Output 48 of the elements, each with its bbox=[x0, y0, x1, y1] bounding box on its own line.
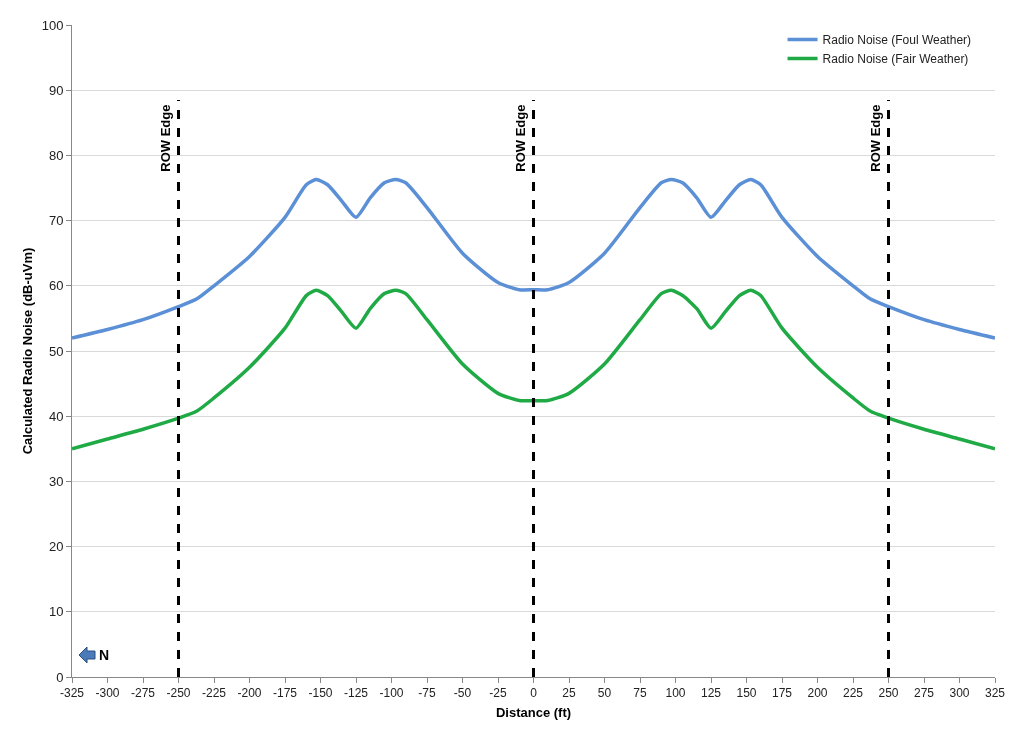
x-tick-label: -200 bbox=[237, 686, 262, 701]
y-tick-label: 30 bbox=[48, 473, 64, 489]
x-tick-label: 50 bbox=[597, 686, 612, 701]
x-axis-title: Distance (ft) bbox=[495, 705, 572, 720]
y-tick-label: 20 bbox=[48, 539, 64, 555]
ref-line-label: ROW Edge bbox=[158, 104, 174, 172]
y-tick-label: 60 bbox=[48, 278, 64, 294]
x-tick-label: 0 bbox=[530, 686, 538, 701]
line-series bbox=[72, 177, 995, 340]
x-tick-label: 325 bbox=[984, 686, 1006, 701]
x-tick-label: -75 bbox=[418, 686, 436, 701]
y-axis-title: Calculated Radio Noise (dB-uVm) bbox=[19, 247, 35, 455]
y-tick-label: 70 bbox=[48, 213, 64, 229]
x-tick-label: -300 bbox=[95, 686, 120, 701]
x-tick-label: 275 bbox=[913, 686, 935, 701]
x-tick-label: 200 bbox=[807, 686, 828, 701]
x-tick-label: -50 bbox=[453, 686, 472, 701]
x-tick-label: -225 bbox=[201, 686, 227, 701]
x-tick-label: -125 bbox=[343, 686, 369, 701]
y-tick-label: 10 bbox=[48, 604, 64, 620]
y-tick-label: 80 bbox=[48, 147, 64, 163]
x-tick-label: 225 bbox=[842, 686, 864, 701]
x-tick-label: 175 bbox=[771, 686, 793, 701]
x-tick-label: 250 bbox=[878, 686, 899, 701]
legend-label: Radio Noise (Foul Weather) bbox=[822, 33, 972, 48]
x-tick-label: 100 bbox=[665, 686, 686, 701]
x-tick-label: -25 bbox=[489, 686, 507, 701]
x-tick-label: -175 bbox=[272, 686, 298, 701]
y-tick-label: 0 bbox=[56, 669, 64, 685]
annotation: N bbox=[99, 647, 110, 663]
x-tick-label: -325 bbox=[59, 686, 85, 701]
x-tick-label: -250 bbox=[166, 686, 191, 701]
x-tick-label: 150 bbox=[736, 686, 757, 701]
x-tick-label: -150 bbox=[308, 686, 333, 701]
y-tick-label: 90 bbox=[48, 82, 64, 98]
x-tick-label: 25 bbox=[562, 686, 576, 701]
x-tick-label: 75 bbox=[633, 686, 647, 701]
x-tick-label: -275 bbox=[130, 686, 156, 701]
legend-label: Radio Noise (Fair Weather) bbox=[822, 52, 969, 67]
y-tick-label: 40 bbox=[48, 408, 64, 424]
x-tick-label: 300 bbox=[949, 686, 970, 701]
ref-line-label: ROW Edge bbox=[868, 104, 884, 172]
y-tick-label: 100 bbox=[41, 17, 64, 33]
x-tick-label: -100 bbox=[379, 686, 404, 701]
x-tick-label: 125 bbox=[700, 686, 722, 701]
ref-line-label: ROW Edge bbox=[513, 104, 529, 172]
line-series bbox=[72, 288, 995, 451]
y-tick-label: 50 bbox=[48, 343, 64, 359]
